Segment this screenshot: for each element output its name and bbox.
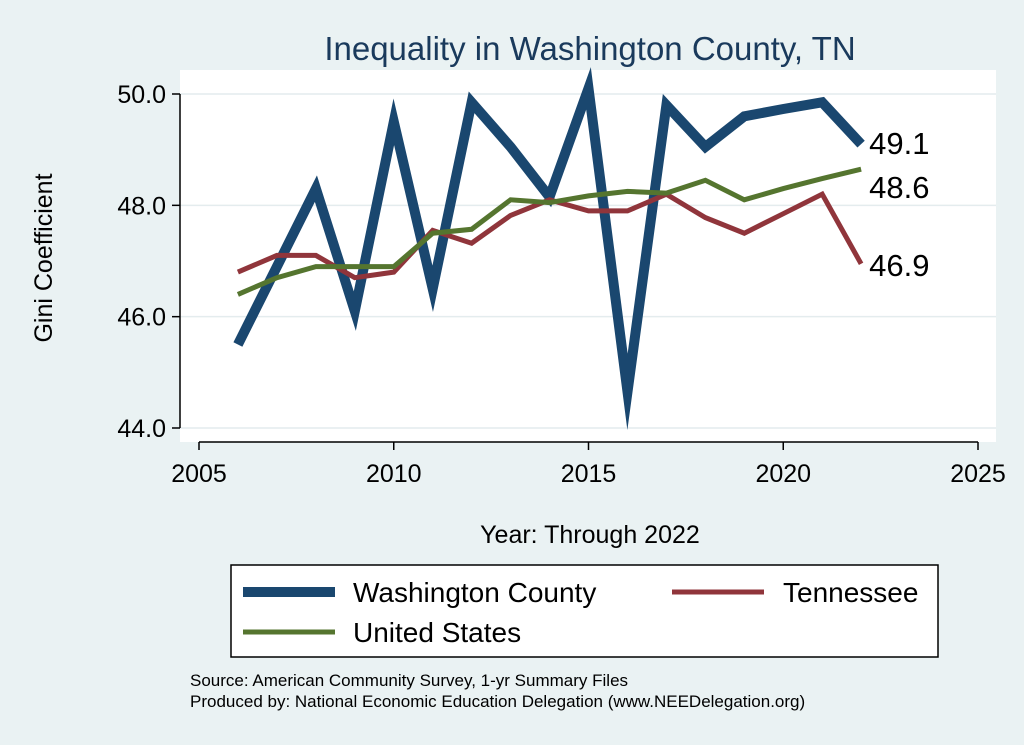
series-tennessee — [236, 190, 864, 281]
x-tick-label: 2015 — [561, 460, 617, 488]
legend-label-tennessee: Tennessee — [783, 577, 918, 608]
series-united-states — [236, 166, 862, 297]
tick-labels: 44.0 46.0 48.0 50.0 2005 2010 2015 2020 2025 — [117, 81, 1005, 488]
y-axis-label: Gini Coefficient — [30, 173, 58, 342]
source-line: Source: American Community Survey, 1-yr … — [190, 671, 629, 690]
legend-box — [230, 564, 939, 658]
x-tick-label: 2010 — [366, 460, 422, 488]
end-labels: 49.1 46.9 48.6 — [869, 126, 929, 283]
chart-title: Inequality in Washington County, TN — [324, 30, 855, 67]
end-label-united-states: 48.6 — [869, 170, 929, 205]
legend: Washington County Tennessee United State… — [230, 564, 939, 658]
x-tick-label: 2025 — [950, 460, 1006, 488]
legend-label-united-states: United States — [353, 617, 521, 648]
x-tick-label: 2020 — [755, 460, 811, 488]
y-tick-label: 50.0 — [117, 81, 166, 109]
y-tick-label: 48.0 — [117, 192, 166, 220]
x-axis-label: Year: Through 2022 — [480, 521, 700, 549]
end-label-washington-county: 49.1 — [869, 126, 929, 161]
end-label-tennessee: 46.9 — [869, 248, 929, 283]
produced-by-line: Produced by: National Economic Education… — [190, 692, 806, 711]
axes — [172, 93, 979, 450]
y-tick-label: 46.0 — [117, 304, 166, 332]
x-tick-label: 2005 — [171, 460, 227, 488]
legend-label-washington-county: Washington County — [353, 577, 596, 608]
y-tick-label: 44.0 — [117, 415, 166, 443]
series-lines — [233, 67, 865, 430]
source-note: Source: American Community Survey, 1-yr … — [190, 670, 805, 712]
